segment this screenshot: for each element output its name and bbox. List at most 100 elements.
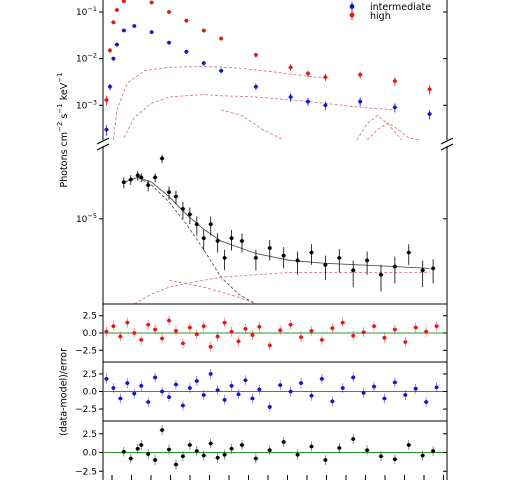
data-point-high [201, 324, 206, 328]
model-curve [220, 109, 284, 140]
model-curve [123, 176, 257, 304]
y-tick-label: 0.0 [83, 449, 98, 459]
data-point-data [167, 447, 171, 452]
data-point-data [281, 253, 286, 258]
data-point-high [174, 329, 178, 333]
data-point-intermediate [340, 386, 345, 390]
data-point-data [187, 212, 192, 217]
data-point-high [104, 98, 109, 102]
data-point-intermediate [132, 391, 137, 396]
model-curve [168, 279, 257, 304]
y-axis-label-residuals: (data-model)/error [59, 348, 70, 436]
data-point-high [184, 18, 189, 23]
data-point-intermediate [132, 24, 137, 28]
plot-area [103, 368, 447, 412]
data-point-intermediate [427, 112, 432, 116]
data-point-intermediate [299, 381, 303, 385]
data-point-high [257, 324, 262, 329]
data-point-intermediate [288, 389, 293, 394]
data-point-intermediate [323, 103, 328, 108]
data-point-high [222, 320, 227, 325]
data-point-intermediate [149, 30, 154, 35]
data-point-intermediate [118, 396, 123, 401]
data-point-data [194, 449, 199, 453]
legend-item-intermediate: intermediate [349, 2, 431, 13]
data-point-data [135, 173, 140, 178]
data-point-high [320, 338, 324, 342]
y-tick-label: 0.0 [83, 388, 98, 398]
y-tick-label: 10−5 [76, 212, 97, 225]
data-point-data [253, 456, 258, 461]
data-point-data [194, 222, 199, 227]
data-point-high [372, 324, 376, 328]
y-tick-label: 2.5 [83, 430, 97, 440]
axis-break-mark [440, 137, 454, 145]
data-point-data [128, 456, 133, 461]
data-point-data [201, 453, 206, 458]
tick-base: 10 [76, 55, 88, 65]
data-point-intermediate [208, 372, 213, 376]
data-point-intermediate [229, 383, 234, 388]
model-curve [112, 65, 326, 140]
legend-marker-intermediate [349, 4, 355, 9]
data-point-data [222, 452, 227, 457]
y-tick-label: 2.5 [83, 312, 97, 322]
data-point-high [424, 329, 429, 334]
data-point-high [125, 320, 130, 325]
data-point-data [309, 250, 314, 255]
data-point-data [128, 177, 133, 182]
data-point-data [406, 443, 411, 447]
panel-residuals-intermediate: 2.5 0.0 −2.5 [75, 361, 448, 422]
data-point-intermediate [108, 84, 112, 89]
data-point-data [181, 454, 185, 459]
plot-area [103, 425, 447, 470]
y-axis-label-sup: −1 [56, 72, 64, 82]
data-point-high [267, 343, 272, 348]
data-point-data [181, 207, 185, 211]
data-point-data [201, 236, 206, 241]
data-point-high [108, 48, 112, 53]
data-point-high [194, 332, 199, 337]
legend-label-intermediate: intermediate [370, 2, 431, 13]
data-point-intermediate [121, 28, 126, 33]
data-point-data [253, 256, 258, 260]
legend-label-high: high [370, 11, 391, 22]
data-point-intermediate [153, 375, 158, 380]
data-point-intermediate [413, 386, 418, 391]
tick-exponent: −2 [87, 52, 97, 60]
data-point-high [167, 318, 171, 323]
y-tick-label: 10−2 [76, 52, 97, 65]
legend-marker-high [349, 12, 355, 18]
data-point-high [392, 327, 397, 332]
data-point-data [160, 156, 164, 161]
y-axis-label-spectrum: Photons cm−2 s−1 keV−1 [56, 72, 70, 187]
data-point-intermediate [257, 387, 262, 392]
data-point-intermediate [114, 42, 119, 47]
plot-area [103, 315, 447, 352]
data-point-data [406, 250, 411, 255]
data-point-intermediate [104, 127, 109, 132]
data-point-data [323, 458, 328, 462]
data-point-intermediate [174, 382, 178, 387]
plot-area [103, 0, 433, 140]
data-point-intermediate [382, 396, 387, 401]
model-curve [134, 271, 430, 304]
y-axis-label-part: Photons cm [59, 132, 70, 188]
data-point-intermediate [243, 378, 248, 383]
data-point-data [295, 258, 300, 263]
axis-break-mark [96, 137, 110, 145]
data-point-high [181, 341, 185, 346]
data-point-high [111, 324, 116, 328]
y-axis-label-part: keV [59, 82, 70, 103]
data-point-intermediate [146, 400, 151, 404]
data-point-intermediate [361, 391, 366, 395]
data-point-data [208, 222, 213, 227]
data-point-data [153, 458, 158, 462]
data-point-high [160, 336, 164, 341]
data-point-intermediate [184, 49, 189, 54]
data-point-data [431, 266, 436, 271]
data-point-high [309, 329, 314, 333]
data-point-high [219, 36, 224, 41]
data-point-data [167, 190, 171, 194]
data-point-high [208, 344, 213, 349]
